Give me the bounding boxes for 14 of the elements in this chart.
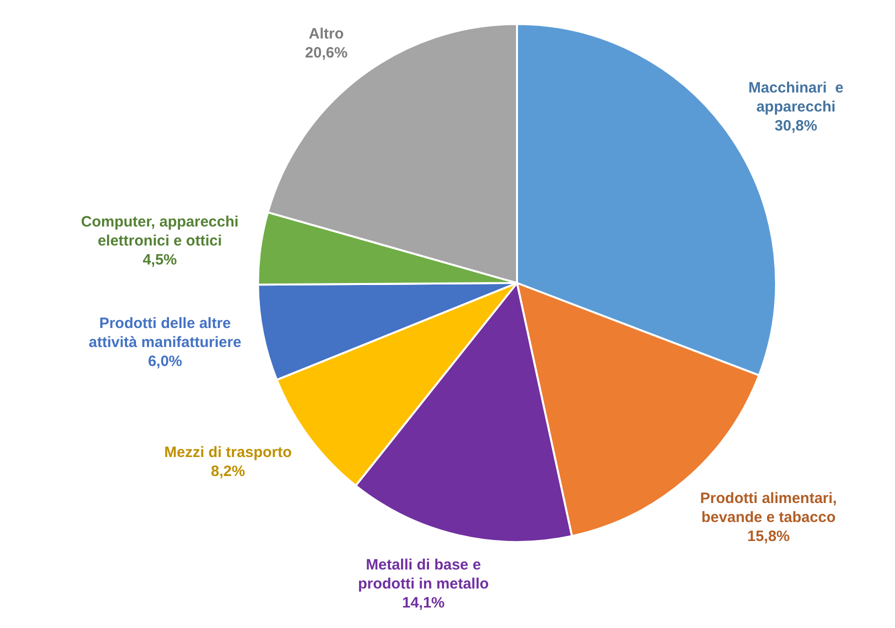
slice-label: Prodotti delle altre attività manifatturiere — [88, 315, 242, 352]
slice-label: Prodotti alimentari, bevande e tabacco — [700, 490, 837, 526]
data-label: 20,6% — [305, 44, 348, 62]
data-label: 4,5% — [142, 251, 177, 268]
slice-label: Metalli di base e prodotti in metallo — [358, 556, 489, 593]
slice-label: Mezzi di trasporto — [164, 444, 292, 462]
slice-label: Macchinari e apparecchi — [748, 80, 844, 116]
data-label: 30,8% — [774, 118, 818, 135]
data-label: 6,0% — [148, 353, 182, 370]
data-label: 15,8% — [747, 528, 790, 545]
data-label: 8,2% — [210, 463, 246, 480]
data-label: 14,1% — [402, 594, 445, 612]
slice-label: Altro — [308, 25, 344, 42]
slice-label: Computer, apparecchi elettronici e ottici — [81, 213, 239, 250]
